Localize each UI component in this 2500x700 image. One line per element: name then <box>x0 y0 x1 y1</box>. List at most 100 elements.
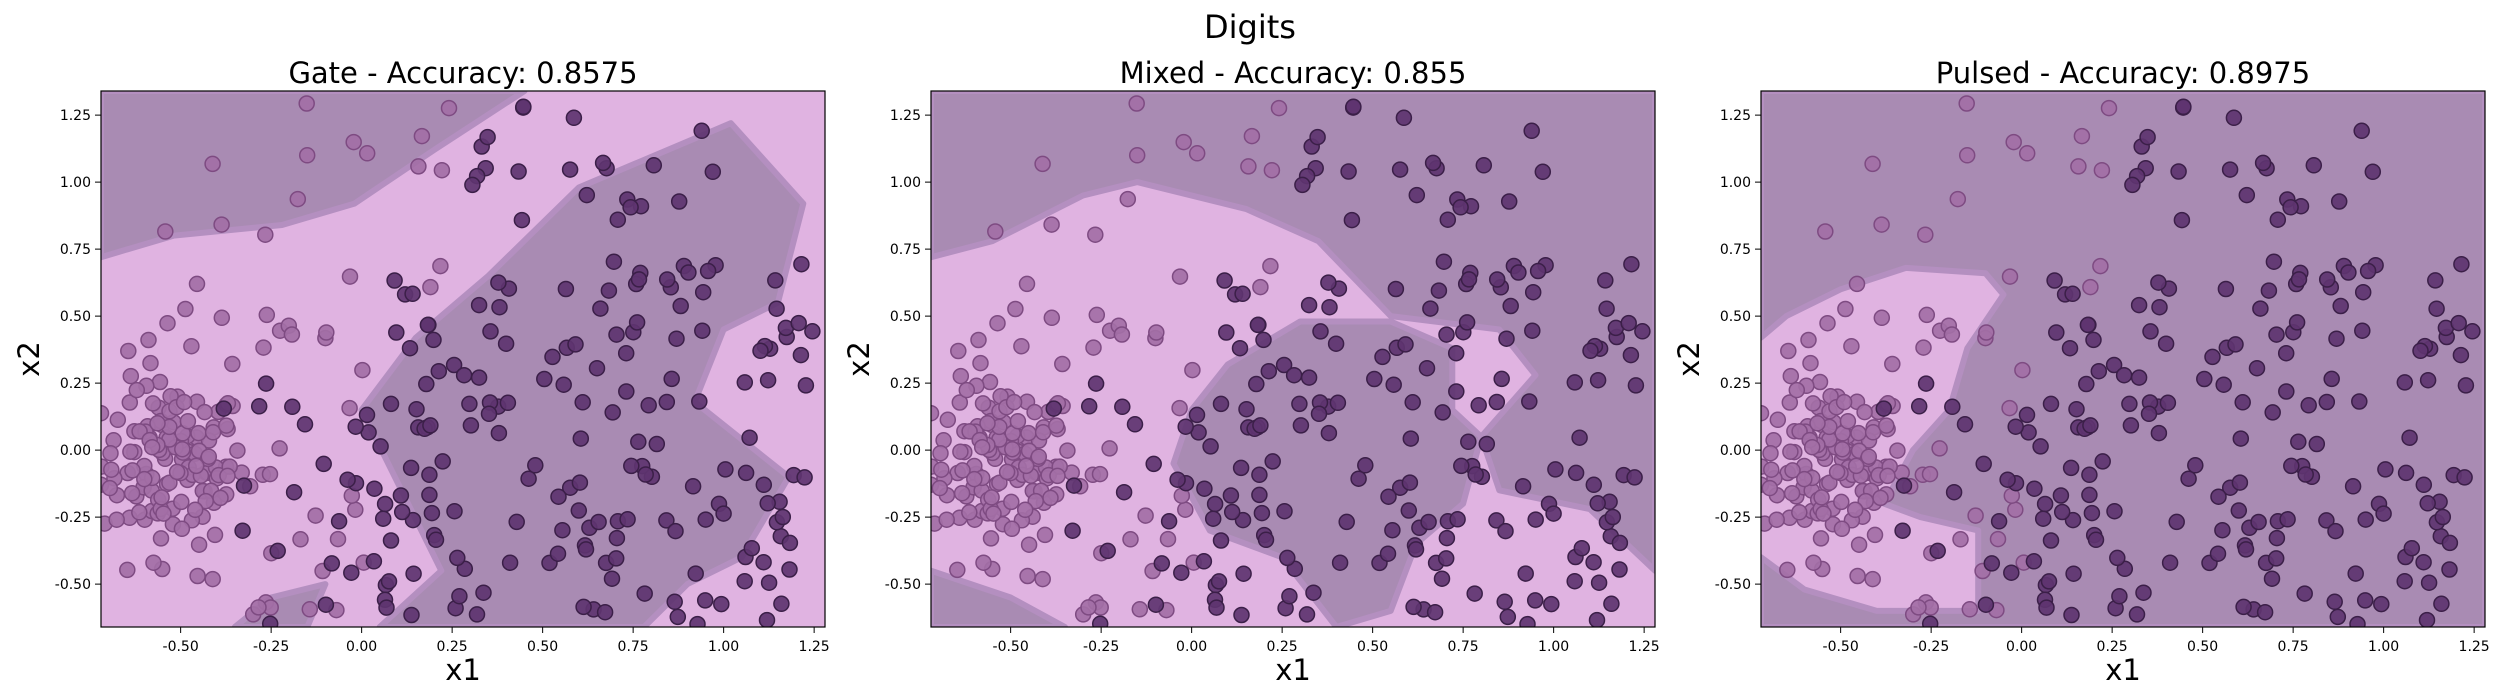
point-class-dark <box>1285 366 1303 384</box>
point-class-dark <box>2018 406 2036 424</box>
point-class-dark <box>645 157 663 174</box>
point-class-dark <box>2081 486 2098 504</box>
point-class-dark <box>1251 466 1268 484</box>
point-class-dark <box>2377 461 2394 478</box>
point-class-light <box>318 324 335 341</box>
point-class-dark <box>743 539 761 557</box>
point-class-dark <box>2349 615 2366 627</box>
point-class-dark <box>1588 611 1606 627</box>
point-class-dark <box>2403 539 2421 557</box>
point-class-light <box>1846 501 1864 519</box>
point-class-dark <box>792 346 810 364</box>
point-class-dark <box>1894 522 1911 539</box>
point-class-dark <box>2232 430 2250 447</box>
point-class-dark <box>419 316 437 334</box>
point-class-dark <box>1264 453 1281 470</box>
y-tick-label: -0.50 <box>1715 577 1751 593</box>
point-class-light <box>2093 161 2111 179</box>
point-class-dark <box>2064 511 2082 529</box>
point-class-dark <box>1585 476 1603 494</box>
point-class-dark <box>1977 596 1995 613</box>
point-class-light <box>2014 361 2031 379</box>
y-tick-label: 0.25 <box>1720 376 1751 392</box>
point-class-dark <box>1488 271 1506 288</box>
point-class-light <box>1171 399 1188 417</box>
point-class-light <box>931 479 949 497</box>
point-class-dark <box>2344 478 2362 495</box>
point-class-dark <box>687 565 704 582</box>
point-class-light <box>1800 331 1817 349</box>
point-class-dark <box>1327 335 1345 352</box>
point-class-dark <box>2150 274 2167 291</box>
point-class-dark <box>2279 511 2296 528</box>
point-class-dark <box>2121 395 2138 413</box>
point-class-light <box>1849 567 1866 585</box>
point-class-dark <box>1320 424 1338 442</box>
point-class-light <box>1018 275 1036 293</box>
point-class-light <box>1270 99 1288 117</box>
point-class-light <box>1915 339 1932 356</box>
point-class-light <box>174 440 191 458</box>
point-class-light <box>101 404 110 422</box>
x-tick-label: 1.25 <box>2459 639 2490 655</box>
point-class-dark <box>1424 154 1442 172</box>
point-class-light <box>1958 95 1975 112</box>
point-class-dark <box>2130 296 2148 314</box>
point-class-dark <box>1545 505 1562 522</box>
point-class-dark <box>2063 606 2080 624</box>
region-class-dark <box>358 120 807 627</box>
point-class-light <box>1788 381 1806 399</box>
point-class-dark <box>1467 466 1484 483</box>
point-class-light <box>1003 520 1021 538</box>
point-class-dark <box>2003 564 2020 581</box>
point-class-light <box>102 444 119 462</box>
point-class-light <box>413 127 431 145</box>
point-class-light <box>1803 438 1821 456</box>
x-tick-label: 1.00 <box>2368 639 2399 655</box>
point-class-dark <box>1234 511 1252 529</box>
point-class-light <box>188 275 206 293</box>
y-tick-label: 0.50 <box>890 309 921 325</box>
point-class-dark <box>1233 606 1250 624</box>
point-class-dark <box>1510 264 1527 281</box>
point-class-dark <box>1524 283 1542 301</box>
y-tick-label: -0.25 <box>885 510 921 526</box>
point-class-light <box>1949 190 1967 208</box>
axes-frame <box>100 90 826 628</box>
point-class-dark <box>2135 584 2152 601</box>
x-tick-label: -0.25 <box>1913 639 1949 655</box>
point-class-light <box>1804 395 1822 412</box>
point-class-dark <box>2210 488 2227 505</box>
point-class-dark <box>768 300 785 317</box>
point-class-dark <box>284 398 301 416</box>
point-class-light <box>258 306 276 324</box>
point-class-dark <box>1420 513 1437 531</box>
point-class-dark <box>797 377 815 394</box>
point-class-dark <box>2278 383 2295 400</box>
point-class-dark <box>261 615 279 627</box>
point-class-dark <box>658 512 675 529</box>
point-class-dark <box>1496 593 1513 611</box>
point-class-dark <box>713 595 730 613</box>
point-class-dark <box>1519 615 1536 627</box>
point-class-dark <box>1212 395 1230 413</box>
point-class-dark <box>1391 161 1409 178</box>
point-class-dark <box>1099 542 1116 560</box>
point-class-light <box>1054 355 1071 373</box>
point-class-dark <box>628 314 646 331</box>
point-class-dark <box>386 272 403 289</box>
point-class-dark <box>574 394 591 411</box>
point-class-light <box>143 438 161 456</box>
point-class-light <box>120 342 137 360</box>
point-class-dark <box>323 555 341 572</box>
point-class-dark <box>1589 495 1606 512</box>
point-class-dark <box>774 508 792 526</box>
point-class-dark <box>2452 346 2470 364</box>
point-class-dark <box>609 211 627 228</box>
point-class-dark <box>2260 282 2278 299</box>
point-class-dark <box>1252 417 1269 434</box>
point-class-dark <box>1379 545 1397 562</box>
x-tick-label: 1.25 <box>799 639 830 655</box>
point-class-light <box>1805 554 1822 571</box>
point-class-dark <box>694 322 711 339</box>
